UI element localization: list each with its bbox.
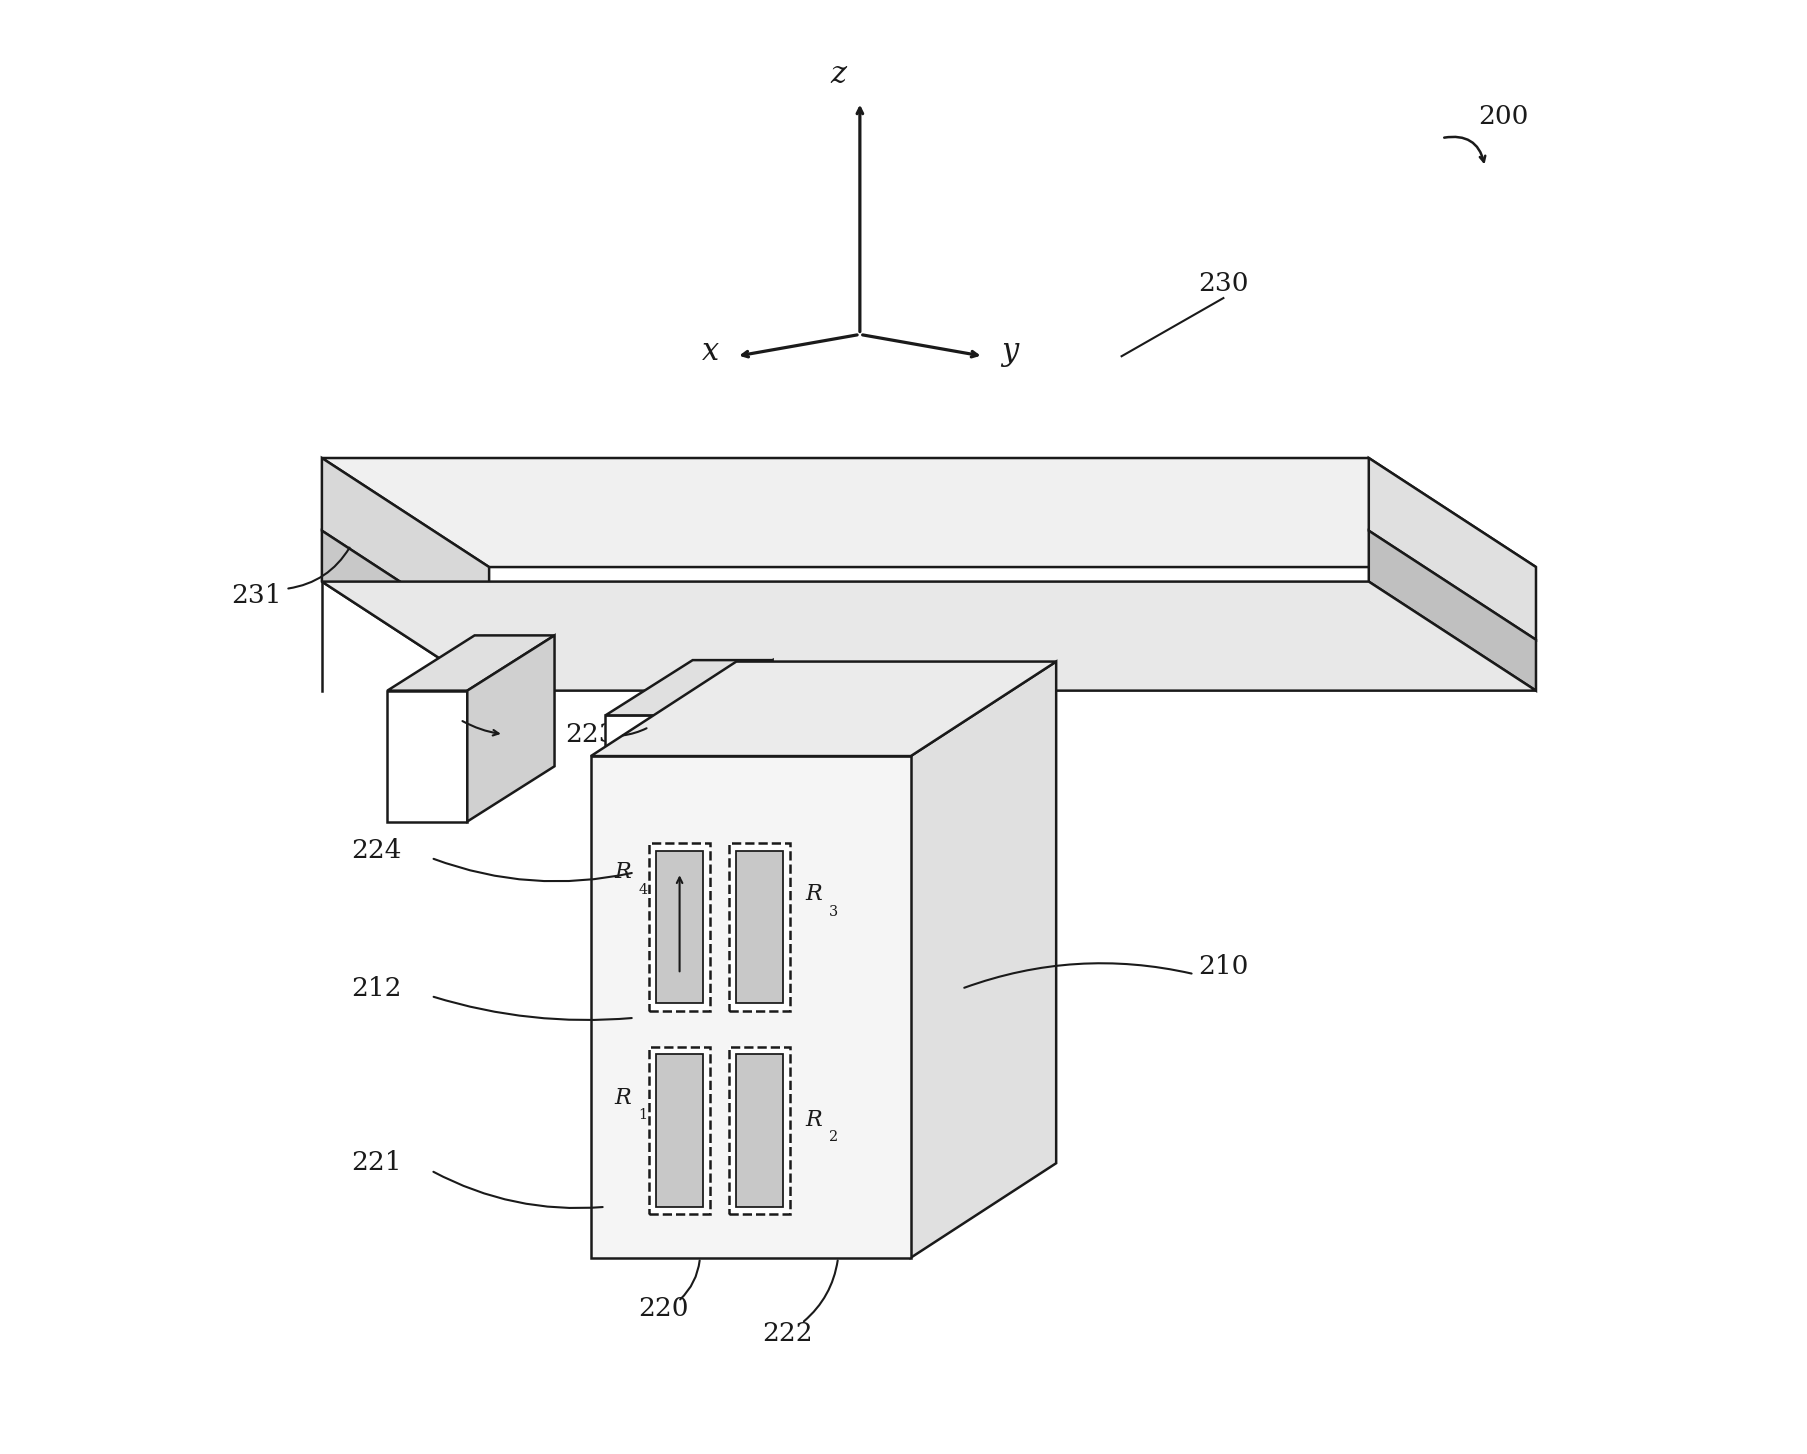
Text: R: R <box>614 1086 631 1109</box>
Text: 212: 212 <box>351 976 401 1000</box>
Polygon shape <box>656 851 703 1003</box>
Polygon shape <box>911 662 1055 1258</box>
Text: 200: 200 <box>1478 103 1529 128</box>
Polygon shape <box>1368 531 1536 691</box>
Text: 4: 4 <box>638 883 647 897</box>
Polygon shape <box>387 635 555 691</box>
Text: 232: 232 <box>405 699 455 724</box>
Polygon shape <box>728 843 790 1011</box>
Text: 224: 224 <box>351 838 401 862</box>
Text: 1: 1 <box>638 1108 647 1122</box>
Polygon shape <box>605 715 685 846</box>
Polygon shape <box>322 458 1536 567</box>
Text: 221: 221 <box>351 1150 401 1175</box>
Polygon shape <box>387 691 468 822</box>
Polygon shape <box>649 843 710 1011</box>
Polygon shape <box>649 1047 710 1214</box>
Text: R: R <box>804 883 822 906</box>
Text: x: x <box>701 336 719 368</box>
Text: 210: 210 <box>1198 954 1249 979</box>
Polygon shape <box>728 1047 790 1214</box>
Polygon shape <box>824 683 990 739</box>
Polygon shape <box>735 1054 782 1207</box>
Text: 230: 230 <box>1198 270 1249 295</box>
Text: z: z <box>829 60 846 90</box>
Text: 2: 2 <box>829 1130 838 1144</box>
Polygon shape <box>591 662 1055 756</box>
Polygon shape <box>322 458 490 640</box>
Text: 222: 222 <box>763 1320 813 1345</box>
Polygon shape <box>322 582 1536 691</box>
Text: R: R <box>804 1108 822 1131</box>
Text: 3: 3 <box>829 904 838 919</box>
Text: 231: 231 <box>231 583 282 608</box>
Polygon shape <box>468 635 555 822</box>
Polygon shape <box>904 683 990 869</box>
Polygon shape <box>1368 458 1536 640</box>
Polygon shape <box>591 756 911 1258</box>
Text: 220: 220 <box>638 1296 688 1320</box>
Polygon shape <box>322 531 490 691</box>
Text: R: R <box>614 861 631 884</box>
Polygon shape <box>824 739 904 869</box>
Polygon shape <box>735 851 782 1003</box>
Polygon shape <box>685 660 773 846</box>
Polygon shape <box>605 660 773 715</box>
Text: y: y <box>1001 336 1017 368</box>
Text: 223: 223 <box>566 721 616 746</box>
Polygon shape <box>656 1054 703 1207</box>
